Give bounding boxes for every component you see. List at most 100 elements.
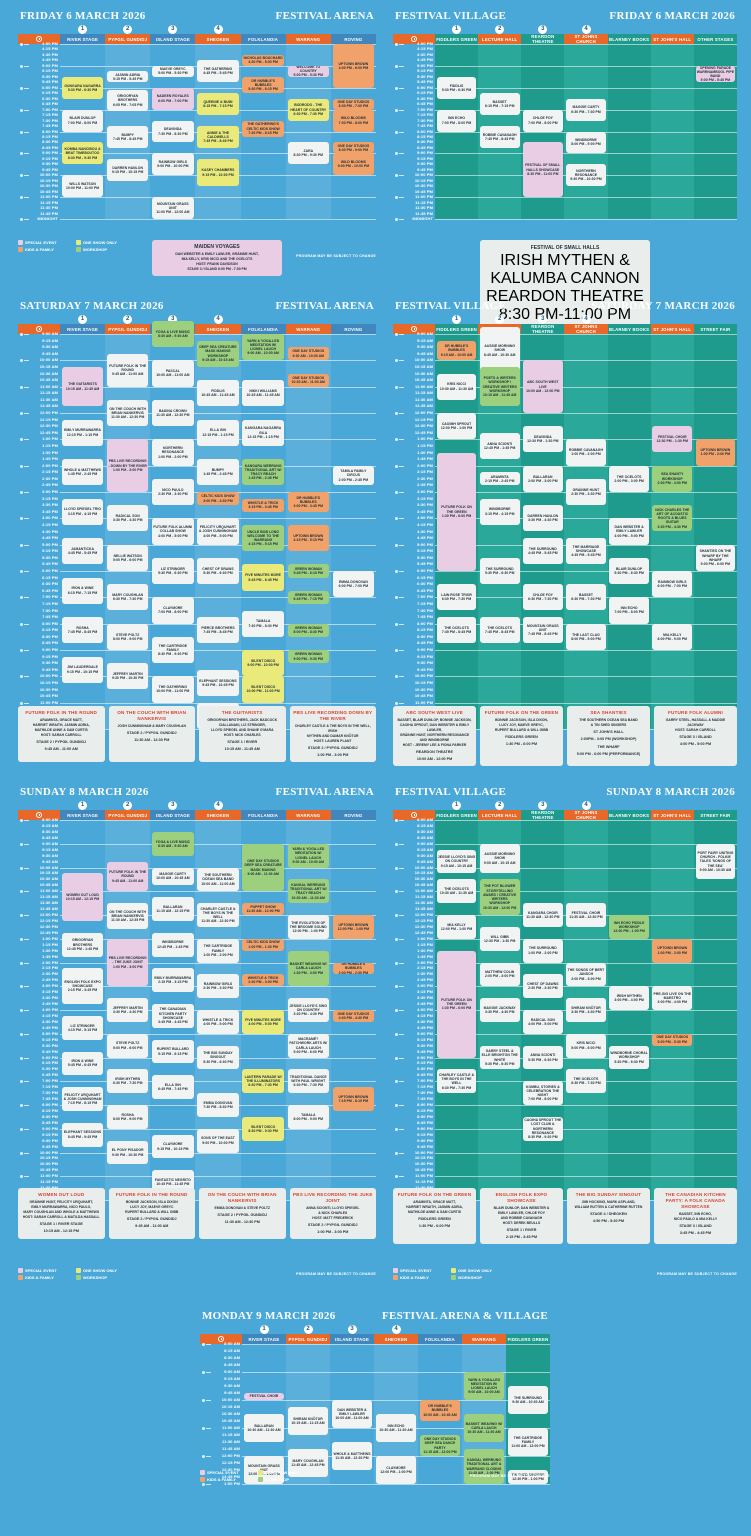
event-block[interactable]: ELLA GIN 6:45 PM - 7:45 PM bbox=[152, 1075, 194, 1100]
event-block[interactable]: THE CANADIAN KITCHEN PARTY SHOWCASE 3:45 … bbox=[152, 1004, 194, 1028]
event-block[interactable]: UPTOWN BROWN 1:00 PM - 2:00 PM bbox=[652, 938, 693, 963]
event-block[interactable]: CHARLEY CASTLE & THE BOYS IN THE WELL 11:… bbox=[197, 903, 239, 927]
event-block[interactable]: JEFFREY MARTIN 9:30 PM - 10:30 PM bbox=[106, 663, 149, 690]
event-block[interactable]: BALLARAN 11:15 AM - 12:15 PM bbox=[152, 897, 194, 921]
event-block[interactable]: KASEY CHAMBERS 9:15 PM - 10:30 PM bbox=[197, 158, 239, 187]
event-block[interactable]: DARREN HANLON 3:30 PM - 4:30 PM bbox=[523, 505, 563, 532]
event-block[interactable]: BUMPY 7:45 PM - 8:45 PM bbox=[106, 126, 149, 148]
event-block[interactable]: BASSET 6:15 PM - 7:15 PM bbox=[479, 93, 520, 116]
event-block[interactable]: EMILY MURRAWARRA 12:15 PM - 1:15 PM bbox=[61, 419, 104, 446]
event-block[interactable]: JESSIE LLOYD'S SING ON COUNTRY 9:15 AM - … bbox=[436, 849, 477, 874]
event-block[interactable]: ONE DAY STUDIOS 10:30 AM - 11:00 AM bbox=[287, 373, 330, 387]
stage-header-roving[interactable]: ROVING bbox=[330, 810, 376, 820]
stage-header-pypgil-gundidj[interactable]: PYPGIL GUNDIDJ bbox=[105, 810, 151, 820]
event-block[interactable]: EMILY MURRAWARRA 2:15 PM - 3:15 PM bbox=[152, 968, 194, 993]
event-block[interactable]: DEEP SEA CREATURE MASK MAKING WORKSHOP 9:… bbox=[197, 340, 239, 367]
event-block[interactable]: ANNA SCIONTI 12:45 PM - 1:45 PM bbox=[479, 432, 520, 460]
event-block[interactable]: FUTURE FOLK IN THE ROUND 9:45 AM - 11:00 … bbox=[106, 353, 149, 387]
event-block[interactable]: LIZ STRINGER 4:15 PM - 5:15 PM bbox=[61, 1015, 104, 1040]
event-block[interactable]: FESTIVAL CHOIR bbox=[243, 1393, 285, 1400]
event-block[interactable]: ONE DAY STUDIOS DEEP SEA CREATURE MASK M… bbox=[242, 843, 284, 892]
event-block[interactable]: CAOIHA SPROUT THE LOST CLUB & NORTHERN R… bbox=[523, 1116, 563, 1141]
event-block[interactable]: SONS OF THE EAST 9:00 PM - 10:00 PM bbox=[197, 1128, 239, 1153]
event-block[interactable]: BASKET WEAVING W/ CARLA LAUCH 10:30 AM - … bbox=[463, 1414, 505, 1442]
event-block[interactable]: FELICITY URQUHART & JOSH CUNNINGHAM 4:00 … bbox=[197, 518, 239, 545]
feature-showcase-card[interactable]: THE BIG SUNDAY SINGOUT JIMI HOCKING, MARK… bbox=[567, 1188, 650, 1245]
event-block[interactable]: MARY COUGHLAN 6:30 PM - 7:30 PM bbox=[106, 584, 149, 611]
event-block[interactable]: MAEVE GREYC 5:00 PM - 5:30 PM bbox=[152, 65, 194, 77]
event-block[interactable]: NADEEN ROYALES 6:00 PM - 7:00 PM bbox=[152, 87, 194, 110]
stage-header-folklandia[interactable]: FOLKLANDIA bbox=[240, 810, 286, 820]
event-block[interactable]: JIM LAUDERDALE 9:15 PM - 10:15 PM bbox=[61, 656, 104, 683]
stage-header-pypgil-gundidj[interactable]: PYPGIL GUNDIDJ bbox=[286, 1334, 330, 1344]
event-block[interactable]: FELICITY URQUHART & JOSH CUNNINGHAM 7:15 … bbox=[61, 1087, 104, 1111]
stage-header-blarney-books[interactable]: BLARNEY BOOKS bbox=[607, 810, 651, 820]
event-block[interactable]: AUSSIE MORNING SHOW 9:00 AM - 10:15 AM bbox=[479, 843, 520, 874]
event-block[interactable]: YOGA & LIVE MUSIC 8:30 AM - 9:30 AM bbox=[152, 831, 194, 856]
event-block[interactable]: INN ECHO 10:30 AM - 11:30 AM bbox=[375, 1414, 417, 1442]
event-block[interactable]: WINDBORNE 8:00 PM - 9:00 PM bbox=[566, 131, 606, 154]
event-block[interactable]: CLAYMORE 9:15 PM - 10:15 PM bbox=[152, 1134, 194, 1159]
stage-header-street-fair[interactable]: STREET FAIR bbox=[693, 324, 737, 334]
event-block[interactable]: NELLIE WATSON 5:00 PM - 6:00 PM bbox=[106, 544, 149, 571]
event-block[interactable]: YARN & YOGA-LED MEDITATION W/ LIONEL LAU… bbox=[287, 843, 330, 868]
stage-header-river-stage[interactable]: RIVER STAGE bbox=[60, 324, 106, 334]
feature-showcase-card[interactable]: WOMEN OUT LOUD GRÁINNE HUNT, FELICITY URQ… bbox=[18, 1188, 105, 1240]
event-block[interactable]: BODRODO - THE HEART OF COUNTRY 6:30 PM - … bbox=[287, 98, 330, 121]
event-block[interactable]: WELCOME TO COUNTRY 5:00 PM - 5:30 PM bbox=[287, 65, 330, 77]
event-block[interactable]: THE LAST CLAG 8:00 PM - 9:00 PM bbox=[566, 623, 606, 650]
feature-showcase-card[interactable]: PBS LIVE RECORDING DOWN BY THE RIVER CHAR… bbox=[289, 706, 376, 763]
event-block[interactable]: FUTURE FOLK ON THE GREEN 1:30 PM - 6:00 P… bbox=[436, 452, 477, 571]
event-block[interactable]: TAMILA FAMILY CIRCUS 2:00 PM - 2:45 PM bbox=[332, 465, 375, 486]
event-block[interactable]: LLOYD SPIEGEL TRIO 3:15 PM - 4:15 PM bbox=[61, 498, 104, 525]
event-block[interactable]: QUEENIE & BUMI 6:15 PM - 7:15 PM bbox=[197, 93, 239, 116]
event-block[interactable]: MAGGIE CARTY 6:30 PM - 7:30 PM bbox=[566, 98, 606, 121]
event-block[interactable]: BASKET WEAVING W/ CARLA LAUCH 1:30 PM - 3… bbox=[287, 950, 330, 987]
event-block[interactable]: THE GATHERING 10:00 PM - 11:00 PM bbox=[152, 676, 194, 703]
event-block[interactable]: SHIRAM KNÖTUR 3:30 PM - 4:30 PM bbox=[566, 998, 606, 1022]
event-block[interactable]: UPTOWN BROWN 12:00 PM - 1:00 PM bbox=[332, 915, 375, 939]
event-block[interactable]: ZARA 8:30 PM - 9:30 PM bbox=[287, 142, 330, 165]
stage-header-street-fair[interactable]: STREET FAIR bbox=[693, 810, 737, 820]
event-block[interactable]: ENGLISH FOLK EXPO SHOWCASE 2:15 PM - 3:45… bbox=[61, 968, 104, 1005]
event-block[interactable]: KRIS NICCI 10:30 AM - 11:30 AM bbox=[436, 373, 477, 400]
event-block[interactable]: THE CARTRIDGE FAMILY 11:00 AM - 12:00 PM bbox=[507, 1428, 549, 1456]
event-block[interactable]: THE CARTRIDGE FAMILY 1:00 PM - 2:00 PM bbox=[197, 938, 239, 963]
event-block[interactable]: STEVE POLTZ 8:00 PM - 9:00 PM bbox=[106, 623, 149, 650]
event-block[interactable]: THE OCELOTS 7:45 PM - 8:45 PM bbox=[479, 617, 520, 644]
event-block[interactable]: ELEPHANT SESSIONS 8:45 PM - 9:45 PM bbox=[61, 1122, 104, 1147]
event-block[interactable]: ON THE COUCH WITH BRIAN NANKERVIS 11:30 A… bbox=[106, 903, 149, 929]
event-block[interactable]: PORT FAIRY UNITING CHURCH - FOLKIE TALES… bbox=[695, 843, 736, 880]
event-block[interactable]: THE GATHERING'S CELTIC KIDS SHOW 7:30 PM … bbox=[242, 120, 284, 137]
stage-header-blarney-books[interactable]: BLARNEY BOOKS bbox=[607, 34, 651, 44]
event-block[interactable]: SILENT DISCO 8:30 PM - 9:30 PM bbox=[242, 1116, 284, 1141]
event-block[interactable]: ABC SOUTH WEST LIVE 10:00 AM - 12:00 PM bbox=[523, 360, 563, 413]
event-block[interactable]: KRIS NICCI 5:00 PM - 6:00 PM bbox=[566, 1033, 606, 1058]
event-block[interactable]: SHANTIES ON THE WHARF BY THE WHARF 5:00 P… bbox=[695, 544, 736, 571]
event-block[interactable]: ONE DAY STUDIOS 6:30 PM - 7:00 PM bbox=[332, 98, 375, 110]
feature-showcase-card[interactable]: ABC SOUTH WEST LIVE BASSET, BLAIR DUNLOP,… bbox=[393, 706, 476, 767]
event-block[interactable]: MARY COUGHLAN 11:45 AM - 12:45 PM bbox=[287, 1449, 329, 1477]
event-block[interactable]: THE GUITARISTS 10:15 AM - 11:45 AM bbox=[61, 366, 104, 407]
event-block[interactable]: MACRAMÉ? PATCHWORK ARTS W/ CARLA LAUCH 5:… bbox=[287, 1033, 330, 1058]
stage-header-fiddlers-green[interactable]: FIDDLERS GREEN bbox=[435, 324, 479, 334]
stage-header-island-stage[interactable]: ISLAND STAGE bbox=[330, 1334, 374, 1344]
event-block[interactable]: CLAYMORE 7:00 PM - 8:00 PM bbox=[152, 597, 194, 624]
event-block[interactable]: NICO PAULO 2:30 PM - 3:30 PM bbox=[152, 478, 194, 506]
event-block[interactable]: CHLOE FOY 7:00 PM - 8:00 PM bbox=[523, 109, 563, 132]
event-block[interactable]: SEA SHANTY WORKSHOP 2:00 PM - 3:00 PM bbox=[652, 465, 693, 492]
event-block[interactable]: IRON & WINE 6:15 PM - 7:15 PM bbox=[61, 577, 104, 604]
event-block[interactable]: GRÁINNE HUNT 2:30 PM - 3:30 PM bbox=[566, 478, 606, 506]
event-block[interactable]: GREEN WOMAN 8:00 PM - 8:30 PM bbox=[287, 623, 330, 637]
stage-header-fiddlers-green[interactable]: FIDDLERS GREEN bbox=[435, 34, 479, 44]
event-block[interactable]: THE SURROUND 1:00 PM - 2:00 PM bbox=[523, 938, 563, 963]
event-block[interactable]: THE BIG SUNDAY SINGOUT 5:30 PM - 6:30 PM bbox=[197, 1045, 239, 1070]
event-block[interactable]: WOMEN OUT LOUD 10:15 AM - 12:15 PM bbox=[61, 873, 104, 921]
stage-header-roving[interactable]: ROVING bbox=[330, 324, 376, 334]
event-block[interactable]: TAMALA 7:30 PM - 8:30 PM bbox=[242, 610, 284, 637]
event-block[interactable]: KANGAL WERRUNG TRADITIONAL ART & WARRANG… bbox=[463, 1449, 505, 1484]
event-block[interactable]: LANTERN PARADE W/ THE ILLUMINATORS 6:30 P… bbox=[242, 1069, 284, 1094]
feature-showcase-card[interactable]: FUTURE FOLK ALUMNI GARRY STEEL, HASSALL &… bbox=[654, 706, 737, 767]
event-block[interactable]: GREEN WOMAN 6:45 PM - 7:15 PM bbox=[287, 590, 330, 604]
feature-showcase-card[interactable]: FUTURE FOLK IN THE ROUND BONNIE JACKSON, … bbox=[108, 1188, 195, 1240]
